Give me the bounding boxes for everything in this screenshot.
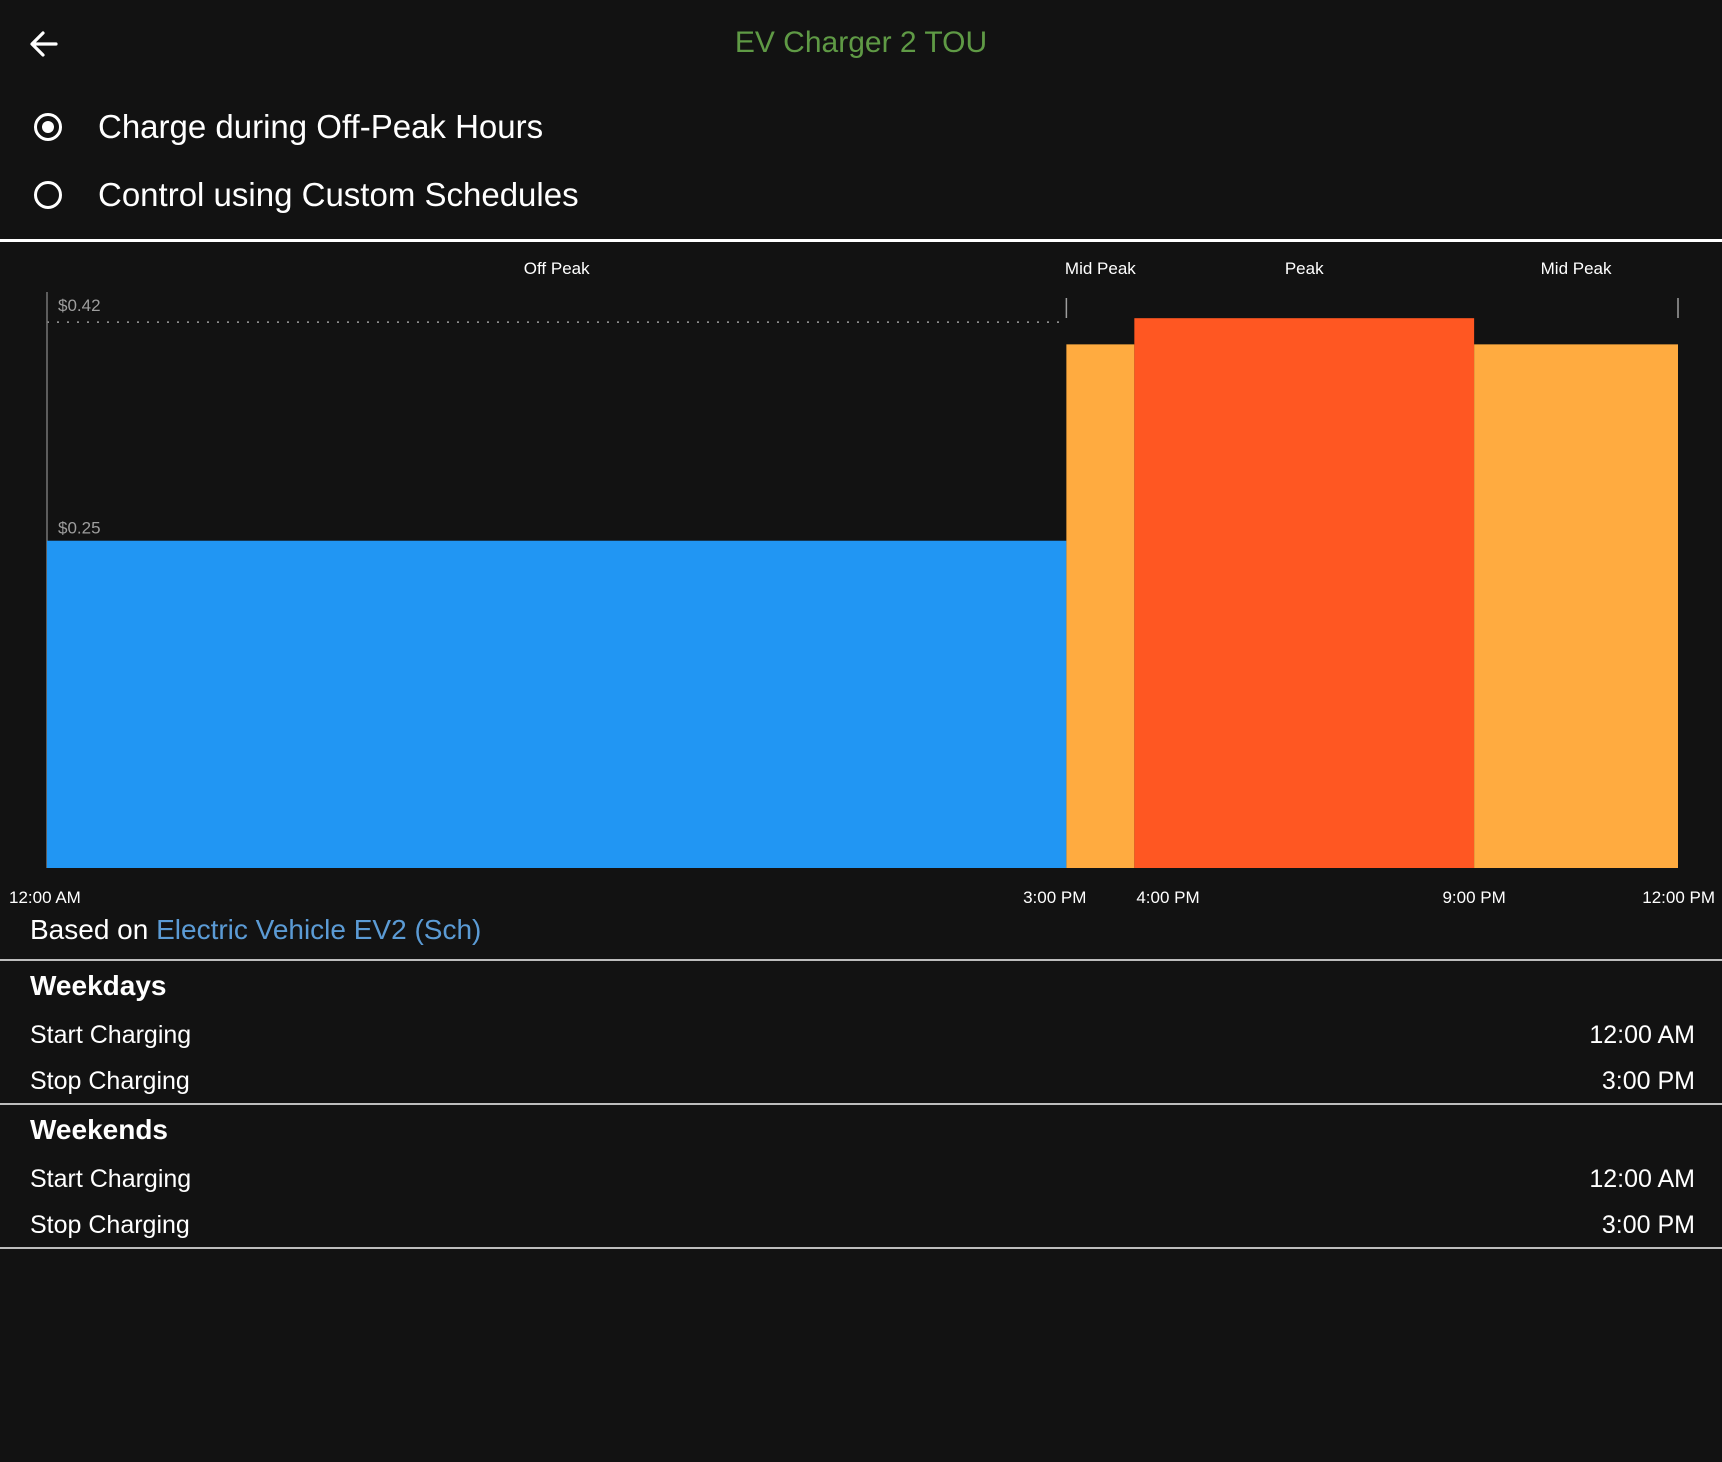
- divider: [0, 239, 1722, 242]
- radio-label-off-peak: Charge during Off-Peak Hours: [98, 108, 544, 145]
- tou-rate-chart: Off Peak Mid Peak Peak Mid Peak $0.42 $0.25 12…: [0, 244, 1722, 916]
- x-tick-label: 12:00 AM: [9, 888, 81, 907]
- period-label: Mid Peak: [1065, 259, 1136, 278]
- weekdays-title: Weekdays: [30, 970, 167, 1001]
- weekdays-start-label: Start Charging: [30, 1021, 192, 1049]
- rate-bar: [1066, 344, 1135, 868]
- page-title: EV Charger 2 TOU: [734, 26, 988, 59]
- rate-bar: [47, 540, 1067, 868]
- rate-bar: [1474, 344, 1678, 868]
- weekends-title: Weekends: [30, 1114, 168, 1145]
- period-label: Mid Peak: [1541, 259, 1612, 278]
- weekdays-stop-value[interactable]: 3:00 PM: [1601, 1067, 1695, 1095]
- x-tick-label: 4:00 PM: [1136, 888, 1199, 907]
- back-button[interactable]: [22, 22, 66, 66]
- period-label: Peak: [1285, 259, 1324, 278]
- radio-option-custom-schedules[interactable]: Control using Custom Schedules: [0, 165, 1722, 225]
- radio-label-custom-schedules: Control using Custom Schedules: [98, 176, 579, 213]
- y-value-label: $0.25: [58, 519, 101, 538]
- tou-rate-chart-svg: Off Peak Mid Peak Peak Mid Peak $0.42 $0.25 12…: [9, 259, 1715, 907]
- rate-plan-link[interactable]: Electric Vehicle EV2 (Sch): [156, 914, 482, 945]
- weekends-stop-value[interactable]: 3:00 PM: [1601, 1211, 1695, 1239]
- x-tick-label: 12:00 PM: [1642, 888, 1715, 907]
- app-header: EV Charger 2 TOU: [0, 0, 1722, 90]
- based-on-prefix: Based on: [30, 914, 149, 945]
- rate-bar: [1134, 318, 1475, 868]
- period-label: Off Peak: [524, 259, 590, 278]
- x-tick-label: 9:00 PM: [1442, 888, 1505, 907]
- weekdays-stop-label: Stop Charging: [30, 1067, 190, 1095]
- weekdays-start-value[interactable]: 12:00 AM: [1589, 1021, 1695, 1049]
- weekends-stop-label: Stop Charging: [30, 1211, 190, 1239]
- weekends-start-value[interactable]: 12:00 AM: [1589, 1165, 1695, 1193]
- weekends-start-label: Start Charging: [30, 1165, 192, 1193]
- based-on-text: Based on Electric Vehicle EV2 (Sch): [30, 914, 481, 946]
- radio-selected-icon: [34, 113, 62, 141]
- radio-unselected-icon: [34, 181, 62, 209]
- divider: [0, 1103, 1722, 1105]
- arrow-left-icon: [30, 31, 58, 57]
- y-value-label: $0.42: [58, 296, 101, 315]
- x-tick-label: 3:00 PM: [1023, 888, 1086, 907]
- divider: [0, 959, 1722, 961]
- radio-option-off-peak[interactable]: Charge during Off-Peak Hours: [0, 97, 1722, 157]
- divider: [0, 1247, 1722, 1249]
